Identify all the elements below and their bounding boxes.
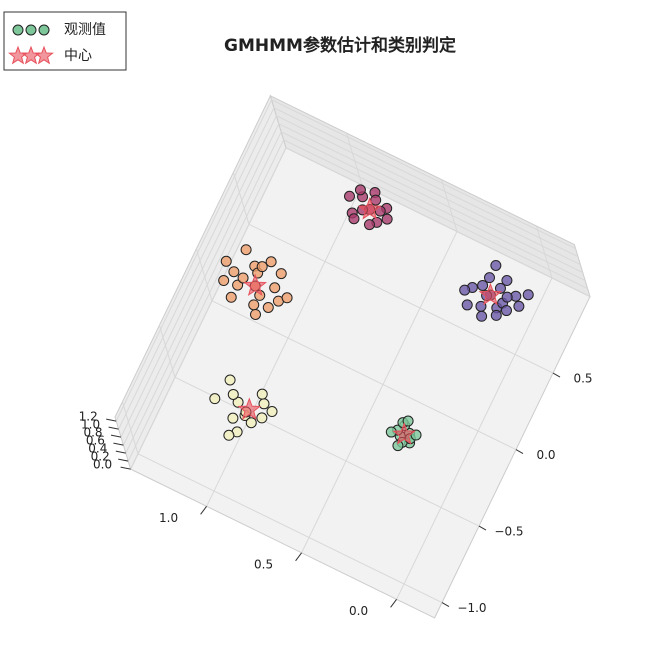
tick-mark	[108, 426, 119, 430]
data-point	[522, 289, 534, 301]
data-point	[228, 266, 240, 278]
grid-line	[125, 131, 586, 454]
data-point	[461, 299, 473, 311]
grid-line	[118, 107, 579, 430]
y-tick-label: −0.5	[494, 525, 523, 539]
data-point	[513, 300, 525, 312]
data-point	[248, 299, 260, 311]
legend-star	[34, 45, 54, 65]
data-point	[392, 440, 404, 452]
data-point	[256, 261, 268, 273]
data-point	[354, 184, 366, 196]
data-point	[275, 268, 287, 280]
data-point	[220, 255, 232, 267]
data-point	[237, 272, 249, 284]
center-star	[478, 282, 503, 306]
chart-title: GMHMM参数估计和类别判定	[224, 35, 456, 56]
y-tick-label: 0.0	[536, 448, 555, 462]
tick-mark	[515, 449, 524, 455]
tick-mark	[115, 450, 126, 454]
data-point	[227, 412, 239, 424]
data-point	[225, 291, 237, 303]
tick-mark	[120, 466, 131, 470]
legend-dot	[25, 24, 37, 36]
data-point	[494, 282, 506, 294]
axes-panes	[106, 94, 591, 619]
data-point	[245, 417, 257, 429]
tick-mark	[390, 598, 398, 608]
z-tick-label: 1.0	[81, 418, 100, 432]
y-tick-label: −1.0	[457, 601, 486, 615]
tick-mark	[478, 525, 487, 531]
data-point	[370, 194, 382, 206]
tick-mark	[441, 602, 450, 608]
z-tick-label: 0.0	[93, 458, 112, 472]
data-point	[490, 309, 502, 321]
tick-mark	[118, 458, 129, 462]
data-point	[490, 259, 502, 271]
legend-label: 中心	[64, 48, 92, 64]
data-point	[477, 279, 489, 291]
tick-mark	[113, 442, 124, 446]
data-point	[256, 412, 268, 424]
z-tick-label: 0.8	[83, 426, 102, 440]
y-tick-label: 0.5	[573, 372, 592, 386]
tick-mark	[110, 434, 122, 438]
legend-marker	[12, 24, 50, 36]
tick-mark	[106, 418, 117, 422]
data-point	[501, 275, 513, 286]
data-point	[344, 190, 355, 202]
legend-dot	[38, 24, 50, 36]
data-point	[363, 219, 375, 231]
data-point	[262, 302, 274, 313]
z-tick-label: 1.2	[79, 410, 98, 424]
data-point	[500, 305, 512, 317]
data-point	[381, 213, 393, 225]
center-star	[237, 397, 262, 420]
data-point	[240, 244, 252, 256]
tick-mark	[295, 552, 303, 562]
data-point	[266, 406, 278, 418]
data-point	[459, 284, 471, 296]
center-star	[243, 273, 268, 297]
z-tick-label: 0.4	[88, 442, 107, 456]
data-point	[250, 308, 261, 320]
legend-dot	[12, 24, 24, 36]
x-tick-label: 0.5	[254, 557, 273, 571]
x-tick-label: 0.0	[349, 604, 368, 618]
center-star	[357, 197, 382, 220]
legend-marker	[8, 45, 54, 65]
legend-box	[3, 11, 127, 71]
data-point	[269, 282, 281, 294]
data-point	[348, 213, 360, 225]
legend-label: 观测值	[64, 22, 106, 38]
grid-line	[115, 99, 576, 422]
grid-line	[130, 147, 591, 470]
data-point	[281, 292, 293, 304]
data-point	[265, 256, 277, 268]
z-tick-label: 0.2	[91, 450, 110, 464]
grid-line	[127, 139, 588, 462]
data-point	[218, 275, 230, 287]
data-point	[484, 272, 495, 284]
x-tick-label: 1.0	[159, 511, 178, 525]
data-point	[227, 388, 239, 400]
data-point	[501, 291, 513, 303]
data-point	[232, 396, 244, 408]
tick-mark	[552, 372, 561, 378]
data-point	[209, 393, 221, 405]
z-tick-label: 0.6	[86, 434, 105, 448]
grid-line	[122, 123, 584, 446]
tick-mark	[200, 505, 208, 515]
data-point	[402, 415, 414, 427]
legend: 观测值 中心	[3, 11, 127, 71]
grid-line	[120, 115, 581, 438]
data-point	[258, 398, 270, 410]
data-point	[476, 310, 488, 322]
center-star	[392, 422, 417, 445]
data-point	[256, 388, 268, 400]
data-point	[224, 374, 236, 386]
data-point	[223, 429, 235, 441]
